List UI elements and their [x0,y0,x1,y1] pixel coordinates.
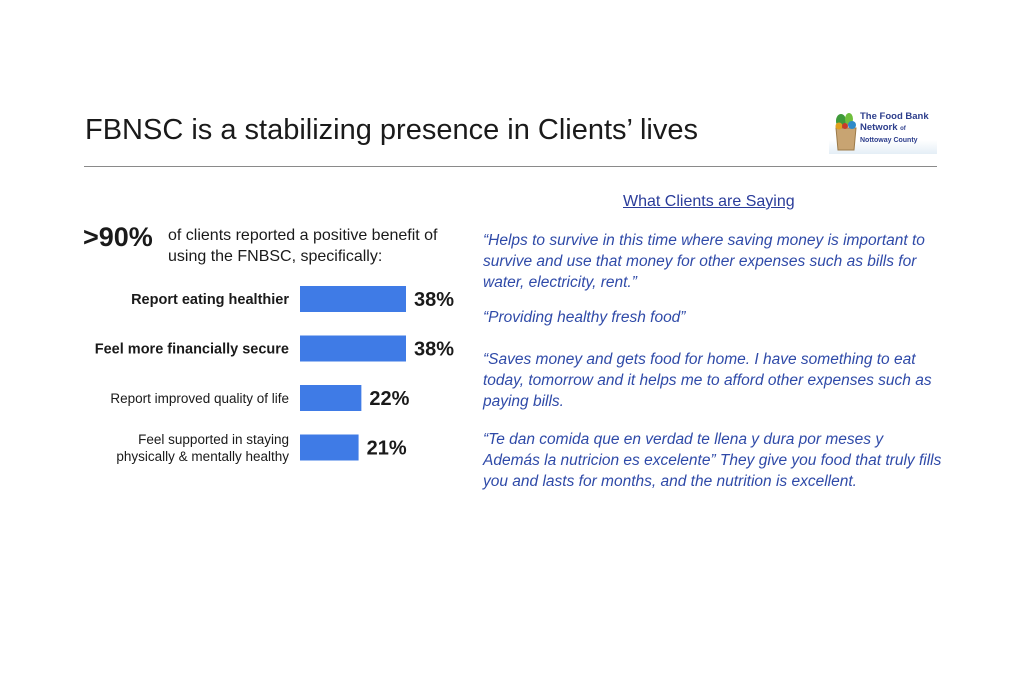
logo-line-2-main: Network [860,122,898,133]
value-label-4: 21% [367,438,407,460]
title-divider [84,166,937,167]
logo-line-2-small: of [900,126,906,132]
bar-3 [300,385,362,411]
category-label-3: Report improved quality of life [110,391,289,406]
value-label-1: 38% [414,289,454,311]
quote-3: “Saves money and gets food for home. I h… [483,351,932,410]
bar-1 [300,286,406,312]
logo: The Food Bank Network of Nottoway County [829,108,937,154]
value-label-3: 22% [369,388,409,410]
logo-line-1: The Food Bank [860,111,929,122]
bar-4 [300,434,359,461]
quote-2: “Providing healthy fresh food” [483,309,686,326]
value-label-2: 38% [414,339,454,361]
logo-line-3: Nottoway County [860,137,918,144]
category-label-4: Feel supported in staying physically & me… [116,432,289,464]
logo-line-2: Network of [860,122,929,135]
grocery-bag-icon [835,113,857,151]
quote-1: “Helps to survive in this time where sav… [483,232,925,291]
benefits-bar-chart: 38% Report eating healthier 38% Feel more f… [95,286,454,464]
bar-2 [300,335,406,362]
quote-4: “Te dan comida que en verdad te llena y … [483,431,942,490]
stat-value: >90% [83,222,153,252]
stat-description: of clients reported a positive benefit o… [168,227,438,265]
page-title: FBNSC is a stabilizing presence in Clien… [85,114,698,146]
logo-text: The Food Bank Network of Nottoway County [860,111,929,146]
quotes-heading: What Clients are Saying [623,193,795,210]
category-label-1: Report eating healthier [131,292,289,308]
category-label-2: Feel more financially secure [95,342,289,358]
